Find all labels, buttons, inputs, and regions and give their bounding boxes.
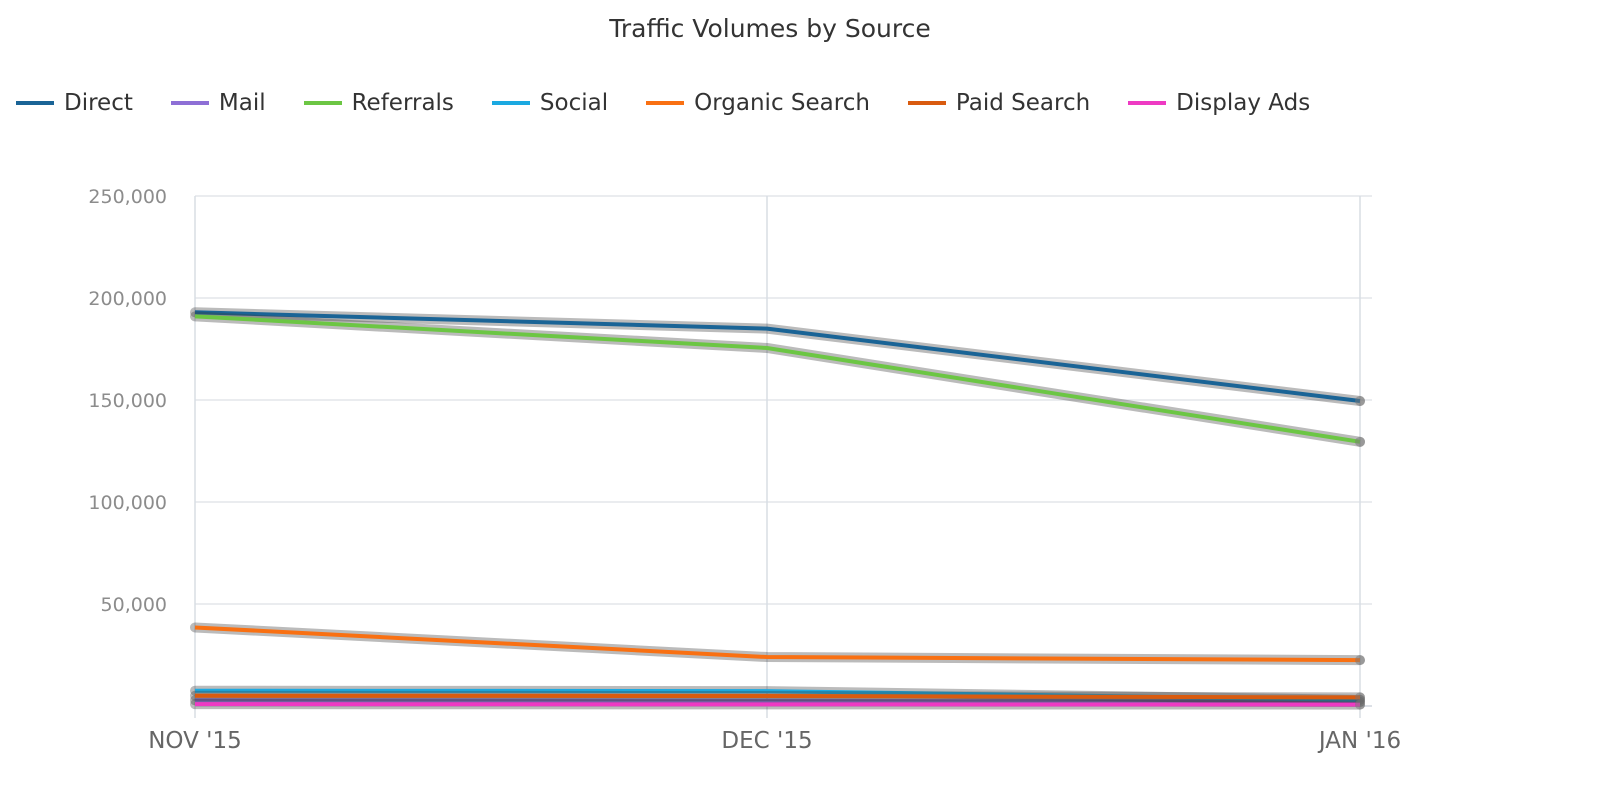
- series-line-referrals[interactable]: [194, 314, 1361, 444]
- series-end-point[interactable]: [1355, 655, 1365, 666]
- legend-item-display-ads[interactable]: Display Ads: [1128, 90, 1310, 116]
- y-tick-label: 200,000: [88, 288, 167, 310]
- legend-label: Mail: [218, 90, 266, 116]
- legend-swatch: [491, 101, 530, 105]
- series-end-point[interactable]: [1355, 692, 1365, 703]
- y-tick-label: 250,000: [88, 186, 167, 208]
- legend-swatch: [303, 101, 342, 105]
- legend-item-referrals[interactable]: Referrals: [303, 90, 454, 116]
- legend-item-direct[interactable]: Direct: [16, 90, 133, 116]
- legend-label: Paid Search: [955, 90, 1091, 116]
- series-end-point[interactable]: [1355, 699, 1365, 710]
- series-end-point[interactable]: [1355, 436, 1365, 447]
- legend-swatch: [170, 101, 209, 105]
- x-tick-label: DEC '15: [721, 728, 812, 754]
- series-end-point[interactable]: [1355, 396, 1365, 407]
- legend-swatch: [1128, 101, 1167, 105]
- grid-layer: [194, 195, 1372, 718]
- y-tick-label: 150,000: [88, 390, 167, 412]
- chart-title: Traffic Volumes by Source: [609, 14, 931, 43]
- y-tick-label: 100,000: [88, 492, 167, 514]
- legend-swatch: [646, 101, 685, 105]
- legend-label: Organic Search: [694, 90, 870, 116]
- x-tick-label: NOV '15: [148, 728, 242, 754]
- series-line-mail[interactable]: [194, 698, 1361, 704]
- legend-item-paid-search[interactable]: Paid Search: [907, 90, 1091, 116]
- legend-label: Direct: [64, 90, 133, 116]
- label-layer: 250,000 200,000 150,000 100,000 50,000 NOV '1…: [88, 186, 1401, 754]
- series-layer: [190, 307, 1365, 710]
- legend-swatch: [16, 101, 54, 105]
- series-line-direct[interactable]: [194, 310, 1361, 404]
- legend: Direct Mail Referrals Social Organic Search P…: [16, 90, 1348, 116]
- legend-item-social[interactable]: Social: [491, 90, 609, 116]
- legend-label: Social: [539, 90, 609, 116]
- legend-swatch: [907, 101, 946, 105]
- series-line-paid-search[interactable]: [194, 693, 1361, 700]
- legend-item-mail[interactable]: Mail: [170, 90, 266, 116]
- legend-label: Referrals: [351, 90, 454, 116]
- x-tick-label: JAN '16: [1317, 728, 1401, 754]
- y-tick-label: 50,000: [101, 594, 167, 616]
- series-line-organic-search[interactable]: [194, 625, 1361, 663]
- legend-label: Display Ads: [1176, 90, 1311, 116]
- legend-item-organic-search[interactable]: Organic Search: [646, 90, 870, 116]
